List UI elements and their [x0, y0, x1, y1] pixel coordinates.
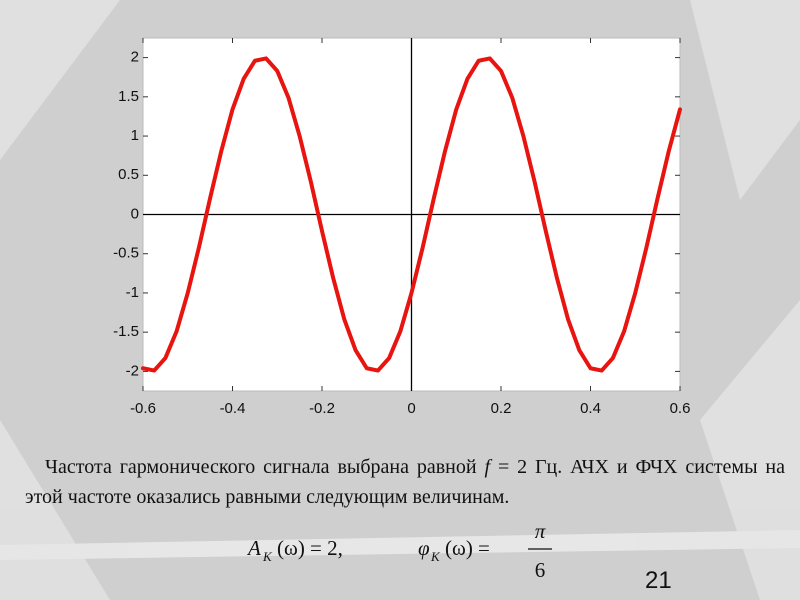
formula-argument: (ω) = 2,: [277, 536, 343, 560]
y-tick-label: 2: [131, 49, 139, 66]
fraction-numerator: π: [535, 519, 546, 543]
formula-argument: (ω) =: [445, 536, 490, 560]
formula-subscript: K: [262, 549, 273, 564]
page-number: 21: [645, 567, 672, 594]
x-tick-label: -0.6: [130, 400, 156, 417]
paragraph: Частота гармонического сигнала выбрана р…: [25, 452, 785, 512]
y-tick-label: 1.5: [118, 88, 139, 105]
text: = 2 Гц. АЧХ и ФЧХ системы на этой частот…: [25, 456, 785, 508]
y-tick-label: 0: [131, 205, 139, 222]
x-tick-label: -0.4: [220, 400, 246, 417]
line: [141, 56, 682, 373]
axes: 2 1.5 1 0.5 0 -0.5 -1 -1.5 -2 -0.6 -0.4 -0.2 0 0.2 0.4…: [113, 38, 690, 417]
fraction-denominator: 6: [535, 558, 546, 582]
formula-symbol: A: [246, 536, 261, 560]
y-tick-label: 0.5: [118, 166, 139, 183]
y-tick-label: 1: [131, 127, 139, 144]
formula-subscript: K: [430, 549, 441, 564]
x-tick-label: 0.6: [670, 400, 691, 417]
x-tick-label: -0.2: [309, 400, 335, 417]
y-tick-label: -0.5: [113, 245, 139, 262]
x-tick-label: 0.2: [491, 400, 512, 417]
x-tick-label: 0.4: [580, 400, 601, 417]
formula-symbol: φ: [418, 536, 430, 560]
text: Частота гармонического сигнала выбрана р…: [45, 456, 485, 478]
y-tick-label: -1.5: [113, 323, 139, 340]
y-tick-label: -1: [126, 284, 139, 301]
text: f: [484, 456, 491, 478]
y-tick-label: -2: [126, 362, 139, 379]
x-tick-label: 0: [407, 400, 415, 417]
